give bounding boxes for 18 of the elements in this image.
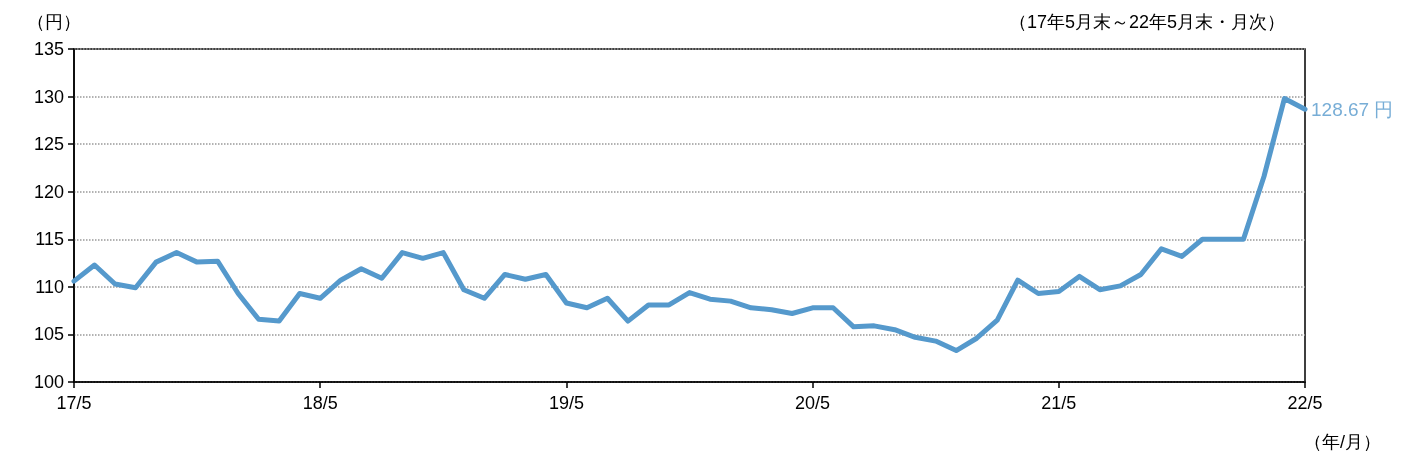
- x-axis-title: （年/月）: [1304, 432, 1382, 452]
- x-tick-label: 18/5: [302, 393, 338, 413]
- y-tick-label: 100: [33, 372, 64, 392]
- y-tick-label: 110: [35, 276, 64, 297]
- y-tick-label: 130: [33, 86, 64, 107]
- x-tick-label: 17/5: [56, 393, 92, 413]
- y-tick-label: 125: [33, 134, 64, 155]
- chart-subtitle: （17年5月末～22年5月末・月次）: [1008, 12, 1286, 32]
- x-tick-label: 22/5: [1287, 393, 1323, 413]
- y-tick-label: 105: [33, 324, 64, 345]
- y-tick-label: 115: [35, 229, 64, 250]
- y-tick-label: 120: [33, 181, 64, 202]
- x-tick-label: 20/5: [795, 393, 831, 413]
- x-tick-label: 19/5: [548, 393, 584, 413]
- x-tick-label: 21/5: [1041, 393, 1077, 413]
- y-axis-title: （円）: [27, 12, 81, 32]
- annotation: 128.67 円: [1311, 98, 1394, 120]
- y-tick-label: 135: [33, 39, 64, 59]
